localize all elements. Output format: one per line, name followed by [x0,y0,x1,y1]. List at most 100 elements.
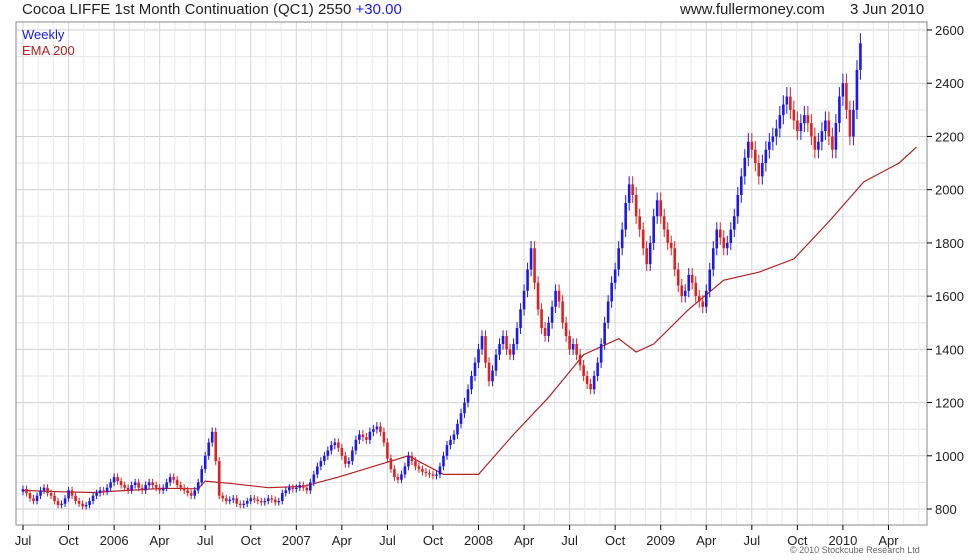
weekly-candle [466,384,470,408]
weekly-candle [326,446,330,460]
candle-body [340,447,344,456]
weekly-candle [810,114,813,146]
candle-body [810,123,813,137]
weekly-candle [386,438,389,463]
candle-body [501,336,505,345]
copyright-credit: © 2010 Stockcube Research Ltd [790,545,920,555]
candle-body [582,365,585,376]
weekly-candle [789,87,792,120]
weekly-candle [613,262,617,290]
candle-body [617,248,620,270]
weekly-candle [396,473,400,484]
weekly-candle [456,419,459,439]
x-tick-label: Jul [743,533,760,548]
weekly-candle [536,276,540,316]
y-tick-label: 2600 [935,23,964,38]
weekly-candle [754,141,757,172]
candle-body [852,109,855,137]
candle-body [266,498,270,502]
candle-body [505,336,508,350]
candle-body [358,434,361,440]
weekly-candle [305,484,309,494]
candle-body [596,362,599,376]
candle-body [368,431,372,440]
candle-body [123,485,126,488]
x-tick-label: 2010 [828,533,857,548]
weekly-candle [316,462,319,479]
candle-body [91,495,95,502]
weekly-candle [782,95,785,125]
legend-weekly: Weekly [22,27,65,42]
weekly-candle [25,485,28,497]
candle-body [747,141,750,158]
weekly-candle [813,127,817,159]
weekly-candle [102,486,105,496]
candle-body [193,490,196,496]
candle-body [98,490,102,494]
weekly-candle [193,486,196,500]
weekly-candle [130,481,133,494]
candle-body [659,200,663,217]
weekly-candle [855,60,859,120]
candle-body [533,248,536,283]
candle-body [564,322,568,337]
weekly-candle [806,106,810,133]
weekly-candle [172,473,175,484]
candle-body [175,479,179,486]
candle-body [351,450,354,462]
weekly-candle [631,176,634,203]
candle-body [221,495,225,499]
x-tick-label: Oct [787,533,808,548]
weekly-candle [515,322,519,350]
candle-body [848,109,852,137]
candle-body [63,498,67,504]
weekly-candle [470,370,473,395]
candle-body [673,248,677,270]
candle-body [375,426,379,430]
weekly-candle [256,496,260,505]
x-tick-label: Apr [150,533,171,548]
weekly-candle [848,100,852,146]
weekly-candle [610,276,613,308]
candle-body [70,490,74,496]
weekly-candle [761,154,764,185]
source-url: www.fullermoney.com [680,1,825,18]
weekly-candle [81,500,84,510]
candle-body [718,229,722,238]
weekly-candle [417,462,421,473]
weekly-candle [561,295,564,329]
candle-body [540,309,543,329]
candle-body [84,505,88,507]
y-tick-label: 2000 [935,183,964,198]
candle-body [445,445,449,456]
candle-body [599,344,603,363]
weekly-candle [606,295,610,329]
weekly-candle [834,114,838,159]
weekly-candle [543,322,547,342]
candle-body [273,499,277,503]
weekly-candle [550,300,554,329]
candle-body [536,282,540,310]
candle-body [256,499,260,502]
weekly-candle [764,141,768,172]
weekly-candle [56,497,60,509]
weekly-candle [270,495,274,504]
x-tick-label: Apr [696,533,717,548]
y-tick-label: 1800 [935,236,964,251]
weekly-candle [70,486,74,500]
weekly-candle [445,441,449,460]
weekly-candle [711,241,715,277]
candle-body [494,354,498,371]
chart-title: Cocoa LIFFE 1st Month Continuation (QC1)… [22,1,402,18]
candle-body [53,495,56,502]
candle-body [645,248,648,265]
weekly-candle [259,497,263,506]
candle-body [333,442,337,446]
candle-body [813,136,817,150]
weekly-candle [680,278,684,303]
weekly-candle [210,427,214,447]
weekly-candle [158,484,161,494]
candle-body [754,149,757,164]
y-tick-label: 1600 [935,289,964,304]
candle-body [634,194,638,217]
